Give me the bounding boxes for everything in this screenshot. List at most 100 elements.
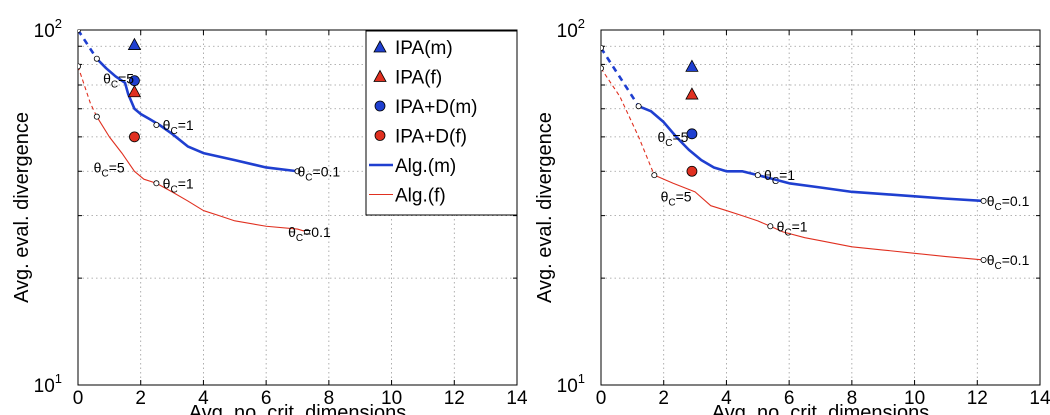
open-point [78, 63, 81, 70]
legend-label-alg-f: Alg.(f) [395, 186, 446, 207]
theta-annotation: θC=0.1 [288, 224, 331, 244]
open-point [980, 197, 987, 204]
y-tick-label: 102 [34, 16, 62, 42]
x-tick-label: 4 [721, 388, 732, 409]
legend-label-ipa-d-f: IPA+D(f) [395, 127, 467, 148]
annotation-suffix: =1 [792, 218, 808, 234]
y-tick-base: 10 [557, 376, 578, 397]
marker-ipa-d-f [686, 165, 698, 177]
y-tick-label: 101 [557, 371, 585, 397]
x-tick-label: 12 [967, 388, 988, 409]
annotation-base: θ [777, 218, 785, 234]
annotation-sub: C [170, 184, 177, 195]
x-tick-label: 14 [1029, 388, 1050, 409]
y-tick-exp: 2 [578, 16, 585, 31]
x-tick-label: 6 [261, 388, 272, 409]
plot-area [600, 29, 1041, 386]
marker-ipa-d-m [129, 75, 140, 87]
x-tick-label: 2 [658, 388, 669, 409]
theta-annotation: θC=5 [94, 159, 125, 179]
annotation-sub: C [772, 176, 779, 187]
annotation-base: θ [163, 175, 171, 191]
x-tick-label: 0 [73, 388, 84, 409]
x-tick-label: 10 [904, 388, 925, 409]
theta-annotation: θC=5 [657, 129, 688, 149]
open-point [601, 44, 604, 51]
y-tick-base: 10 [34, 376, 55, 397]
theta-annotation: θC=1 [163, 117, 194, 137]
marker-ipa-m [127, 37, 142, 50]
theta-annotation: θC=5 [661, 188, 692, 208]
theta-annotation: θC=1 [163, 175, 194, 195]
x-tick-label: 4 [198, 388, 209, 409]
series-alg-m-dashed [601, 47, 640, 107]
open-point [78, 30, 81, 33]
open-point [980, 256, 987, 263]
annotation-suffix: =0.1 [313, 163, 341, 179]
annotation-base: θ [764, 167, 772, 183]
open-point [93, 55, 100, 62]
x-tick-label: 0 [596, 388, 607, 409]
open-point [153, 122, 160, 129]
annotation-suffix: =5 [118, 71, 134, 87]
theta-annotation: θC=5 [103, 71, 134, 91]
marker-ipa-d-m [686, 128, 698, 140]
y-axis-label: Avg. eval. divergence [11, 112, 33, 303]
theta-annotation: θC=0.1 [987, 193, 1030, 213]
series-alg-f-line [96, 116, 308, 233]
y-axis-label: Avg. eval. divergence [534, 112, 556, 303]
y-tick-label: 102 [557, 16, 585, 42]
annotation-suffix: =0.1 [1002, 252, 1030, 268]
legend-marker-ipa-f [373, 69, 387, 82]
series-alg-f-dashed [78, 66, 98, 117]
annotation-sub: C [784, 227, 791, 238]
data-layer [78, 30, 310, 235]
marker-ipa-d-f [129, 131, 140, 143]
legend-marker-ipa-d-f [374, 130, 386, 141]
annotation-base: θ [163, 117, 171, 133]
x-tick-label: 6 [784, 388, 795, 409]
series-alg-f-dashed [601, 68, 655, 176]
y-tick-base: 10 [34, 21, 55, 42]
annotation-suffix: =1 [178, 175, 194, 191]
theta-annotation: θC=1 [777, 218, 808, 238]
annotation-sub: C [994, 202, 1001, 213]
legend-label-ipa-m: IPA(m) [395, 38, 453, 59]
annotation-sub: C [668, 197, 675, 208]
series-alg-m-line [95, 57, 298, 173]
open-point [754, 172, 761, 179]
x-tick-label: 14 [506, 388, 528, 409]
theta-annotation: θC=0.1 [298, 163, 341, 183]
x-tick-label: 12 [444, 388, 465, 409]
series-alg-m-dashed [78, 30, 98, 60]
open-point [601, 65, 604, 72]
open-point [93, 113, 100, 120]
y-tick-exp: 1 [55, 371, 62, 386]
annotation-sub: C [994, 261, 1001, 272]
annotation-sub: C [305, 172, 312, 183]
marker-ipa-m [685, 59, 699, 72]
annotation-suffix: =0.1 [1002, 193, 1030, 209]
open-point [294, 168, 301, 175]
open-point [303, 228, 310, 235]
legend-label-alg-m: Alg.(m) [395, 156, 456, 177]
x-tick-label: 8 [847, 388, 858, 409]
annotation-sub: C [111, 80, 118, 91]
x-tick-label: 2 [135, 388, 146, 409]
annotation-suffix: =5 [109, 159, 125, 175]
annotation-sub: C [170, 126, 177, 137]
x-axis-label: Avg. no. crit. dimensions [189, 402, 407, 415]
marker-ipa-f [127, 84, 142, 98]
legend-label-ipa-f: IPA(f) [395, 68, 442, 89]
legend-box [365, 30, 518, 216]
annotation-sub: C [101, 168, 108, 179]
legend: IPA(m) IPA(f) IPA+D(m) IPA+D(f) Alg.(m) Alg.(… [365, 30, 518, 216]
open-point [635, 103, 642, 110]
annotation-sub: C [296, 233, 303, 244]
theta-annotation: θC=0.1 [987, 252, 1030, 272]
annotation-base: θ [103, 71, 111, 87]
y-tick-label: 101 [34, 371, 62, 397]
